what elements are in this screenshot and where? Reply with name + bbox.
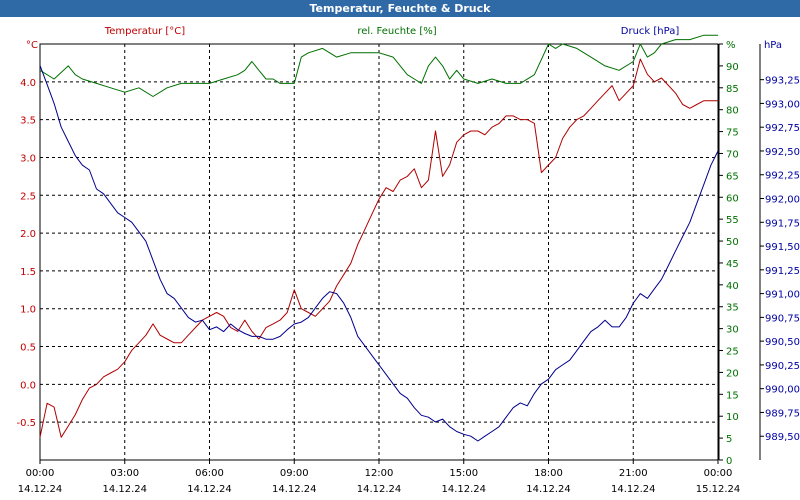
humidity-tick-label: 45: [726, 259, 739, 270]
x-tick-label: 06:00: [195, 468, 224, 479]
temperature-tick-label: 1.0: [20, 305, 36, 316]
x-date-label: 14.12.24: [102, 484, 147, 495]
temperature-tick-label: 2.0: [20, 229, 36, 240]
x-date-label: 14.12.24: [526, 484, 571, 495]
x-tick-label: 03:00: [110, 468, 139, 479]
pressure-tick-label: 992,50: [765, 147, 800, 158]
series-line-humidity: [39, 34, 718, 97]
pressure-tick-label: 991,25: [765, 266, 800, 277]
humidity-tick-label: 90: [726, 62, 739, 73]
x-tick-label: 12:00: [365, 468, 394, 479]
humidity-tick-label: 50: [726, 237, 739, 248]
humidity-tick-label: 60: [726, 193, 739, 204]
axes-layer: 00:00 14.12.24 03:00 14.12.24 06:00 14.12.24 0…: [16, 40, 800, 495]
humidity-tick-label: 70: [726, 149, 739, 160]
pressure-tick-label: 990,00: [765, 385, 800, 396]
pressure-tick-label: 989,50: [765, 432, 800, 443]
series-line-temperature: [39, 58, 718, 438]
labels-layer: Temperatur [°C] rel. Feuchte [%] Druck […: [26, 26, 782, 51]
pressure-axis-label: Druck [hPa]: [621, 26, 680, 37]
x-date-label: 14.12.24: [441, 484, 486, 495]
temperature-tick-label: 1.5: [20, 267, 36, 278]
temperature-unit: °C: [26, 40, 38, 51]
temperature-tick-label: 0.0: [20, 380, 36, 391]
pressure-tick-label: 990,50: [765, 337, 800, 348]
humidity-tick-label: 85: [726, 84, 739, 95]
x-date-label: 15.12.24: [696, 484, 741, 495]
pressure-tick-label: 992,00: [765, 195, 800, 206]
series-line-pressure: [39, 65, 719, 442]
grid-lines: [40, 44, 718, 460]
humidity-tick-label: 10: [726, 412, 739, 423]
pressure-tick-label: 992,75: [765, 123, 800, 134]
humidity-tick-label: %: [726, 40, 736, 51]
series-layer: [39, 34, 719, 442]
pressure-tick-label: 991,50: [765, 242, 800, 253]
temperature-axis-label: Temperatur [°C]: [104, 26, 185, 37]
temperature-tick-label: 3.0: [20, 153, 36, 164]
pressure-tick-label: 993,25: [765, 76, 800, 87]
pressure-tick-label: 991,75: [765, 218, 800, 229]
plot-area: [39, 43, 719, 461]
humidity-axis-label: rel. Feuchte [%]: [357, 26, 436, 37]
temperature-tick-label: 2.5: [20, 191, 36, 202]
humidity-tick-label: 5: [726, 434, 732, 445]
humidity-tick-label: 25: [726, 347, 739, 358]
humidity-tick-label: 15: [726, 390, 739, 401]
pressure-tick-label: 991,00: [765, 290, 800, 301]
humidity-tick-label: 80: [726, 106, 739, 117]
humidity-tick-label: 55: [726, 215, 739, 226]
x-tick-label: 15:00: [449, 468, 478, 479]
x-date-label: 14.12.24: [272, 484, 317, 495]
temperature-tick-label: 0.5: [20, 343, 36, 354]
temperature-tick-label: 3.5: [20, 116, 36, 127]
x-tick-label: 18:00: [534, 468, 563, 479]
humidity-tick-label: 0: [726, 456, 732, 467]
x-date-label: 14.12.24: [187, 484, 232, 495]
x-date-label: 14.12.24: [611, 484, 656, 495]
x-date-label: 14.12.24: [357, 484, 402, 495]
humidity-tick-label: 35: [726, 303, 739, 314]
pressure-tick-label: 993,00: [765, 99, 800, 110]
x-tick-label: 21:00: [619, 468, 648, 479]
temperature-tick-label: 4.0: [20, 78, 36, 89]
temperature-tick-label: -0.5: [16, 418, 36, 429]
x-tick-label: 00:00: [26, 468, 55, 479]
humidity-tick-label: 30: [726, 325, 739, 336]
pressure-unit: hPa: [764, 40, 782, 51]
chart-title: Temperatur, Feuchte & Druck: [0, 0, 800, 17]
pressure-tick-label: 990,75: [765, 313, 800, 324]
humidity-tick-label: 75: [726, 128, 739, 139]
pressure-tick-label: 989,75: [765, 408, 800, 419]
pressure-tick-label: 990,25: [765, 361, 800, 372]
humidity-tick-label: 20: [726, 368, 739, 379]
humidity-tick-label: 40: [726, 281, 739, 292]
x-tick-label: 00:00: [704, 468, 733, 479]
x-tick-label: 09:00: [280, 468, 309, 479]
pressure-tick-label: 992,25: [765, 171, 800, 182]
x-date-label: 14.12.24: [18, 484, 63, 495]
humidity-tick-label: 65: [726, 171, 739, 182]
